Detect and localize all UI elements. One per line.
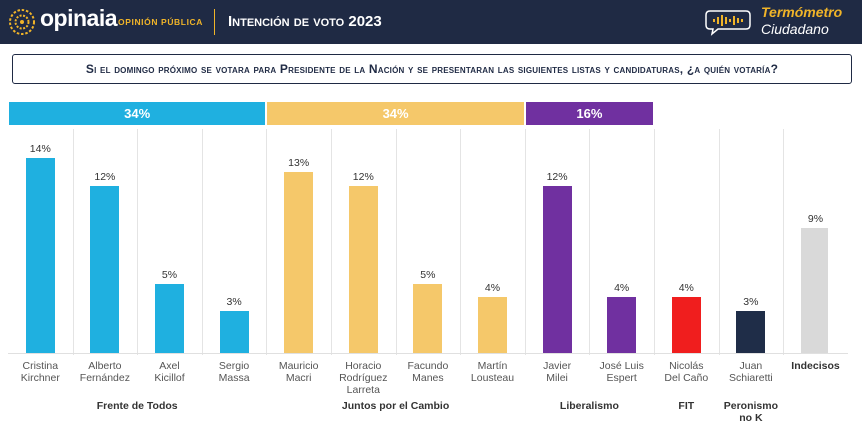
column-separator [654,129,655,355]
bar [90,186,120,353]
data-label: 5% [420,268,436,281]
header-banner: opinaia OPINIÓN PÚBLICA Intención de vot… [0,0,862,44]
data-label: 12% [352,171,374,184]
brand-name: opinaia [40,5,118,31]
termometro-title: Termómetro [761,4,843,20]
data-label: 4% [484,282,501,295]
category-label: Cristina Kirchner [20,360,60,384]
opinaia-logo-icon [9,9,35,35]
category-label: Sergio Massa [218,360,250,384]
data-label: 4% [678,282,694,295]
column-separator [718,129,720,355]
group-label: Peronismo no K [723,400,779,424]
group-label: Liberalismo [559,400,619,412]
brand-subtitle: OPINIÓN PÚBLICA [118,17,204,27]
data-label: 5% [161,268,178,281]
data-label: 9% [807,212,824,225]
survey-question-box: Si el domingo próximo se votara para Pre… [12,54,852,84]
bar [801,227,828,353]
column-separator [331,129,332,355]
column-separator [460,129,462,355]
category-label: Javier Milei [543,360,572,384]
data-label: 14% [29,143,51,156]
bar [478,297,507,353]
column-separator [201,129,203,355]
data-label: 3% [226,296,242,309]
bar [348,186,378,353]
category-label: Martín Lousteau [470,360,515,384]
bar [542,186,572,353]
category-label: Juan Schiaretti [729,360,773,384]
bar [284,172,314,353]
column-separator [266,129,268,355]
bar [607,297,637,353]
category-label: Horacio Rodríguez Larreta [339,360,388,396]
data-label: 12% [94,171,116,184]
group-total-bar: 34% [9,102,266,125]
group-label: Frente de Todos [96,400,178,412]
page-title: Intención de voto 2023 [228,13,382,30]
termometro-subtitle: Ciudadano [761,21,829,37]
bar [155,283,184,353]
column-separator [783,129,785,355]
category-label: José Luis Espert [599,360,644,384]
bar [671,297,701,353]
column-separator [395,129,397,355]
group-total-bar: 34% [267,102,524,125]
column-separator [524,129,526,355]
column-separator [589,129,591,355]
data-label: 13% [288,157,310,170]
header-divider [214,9,215,35]
group-label: FIT [678,400,695,412]
column-separator [137,129,139,355]
category-label: Axel Kicillof [154,360,185,384]
category-label: Alberto Fernández [79,360,130,384]
group-label: Juntos por el Cambio [341,400,450,412]
group-total-bar: 16% [525,102,653,125]
bar [25,158,55,353]
category-label: Facundo Manes [407,360,449,384]
speech-bubble-icon [705,10,751,36]
column-separator [72,129,74,355]
category-label: Indecisos [791,360,840,372]
category-label: Mauricio Macri [278,360,319,384]
data-label: 4% [614,282,630,295]
survey-question: Si el domingo próximo se votara para Pre… [85,62,779,76]
bar [219,311,249,353]
category-label: Nicolás Del Caño [664,360,709,384]
data-label: 12% [546,171,568,184]
bar [736,311,766,353]
data-label: 3% [743,296,759,309]
bar [413,283,443,353]
chart-baseline [8,353,848,354]
